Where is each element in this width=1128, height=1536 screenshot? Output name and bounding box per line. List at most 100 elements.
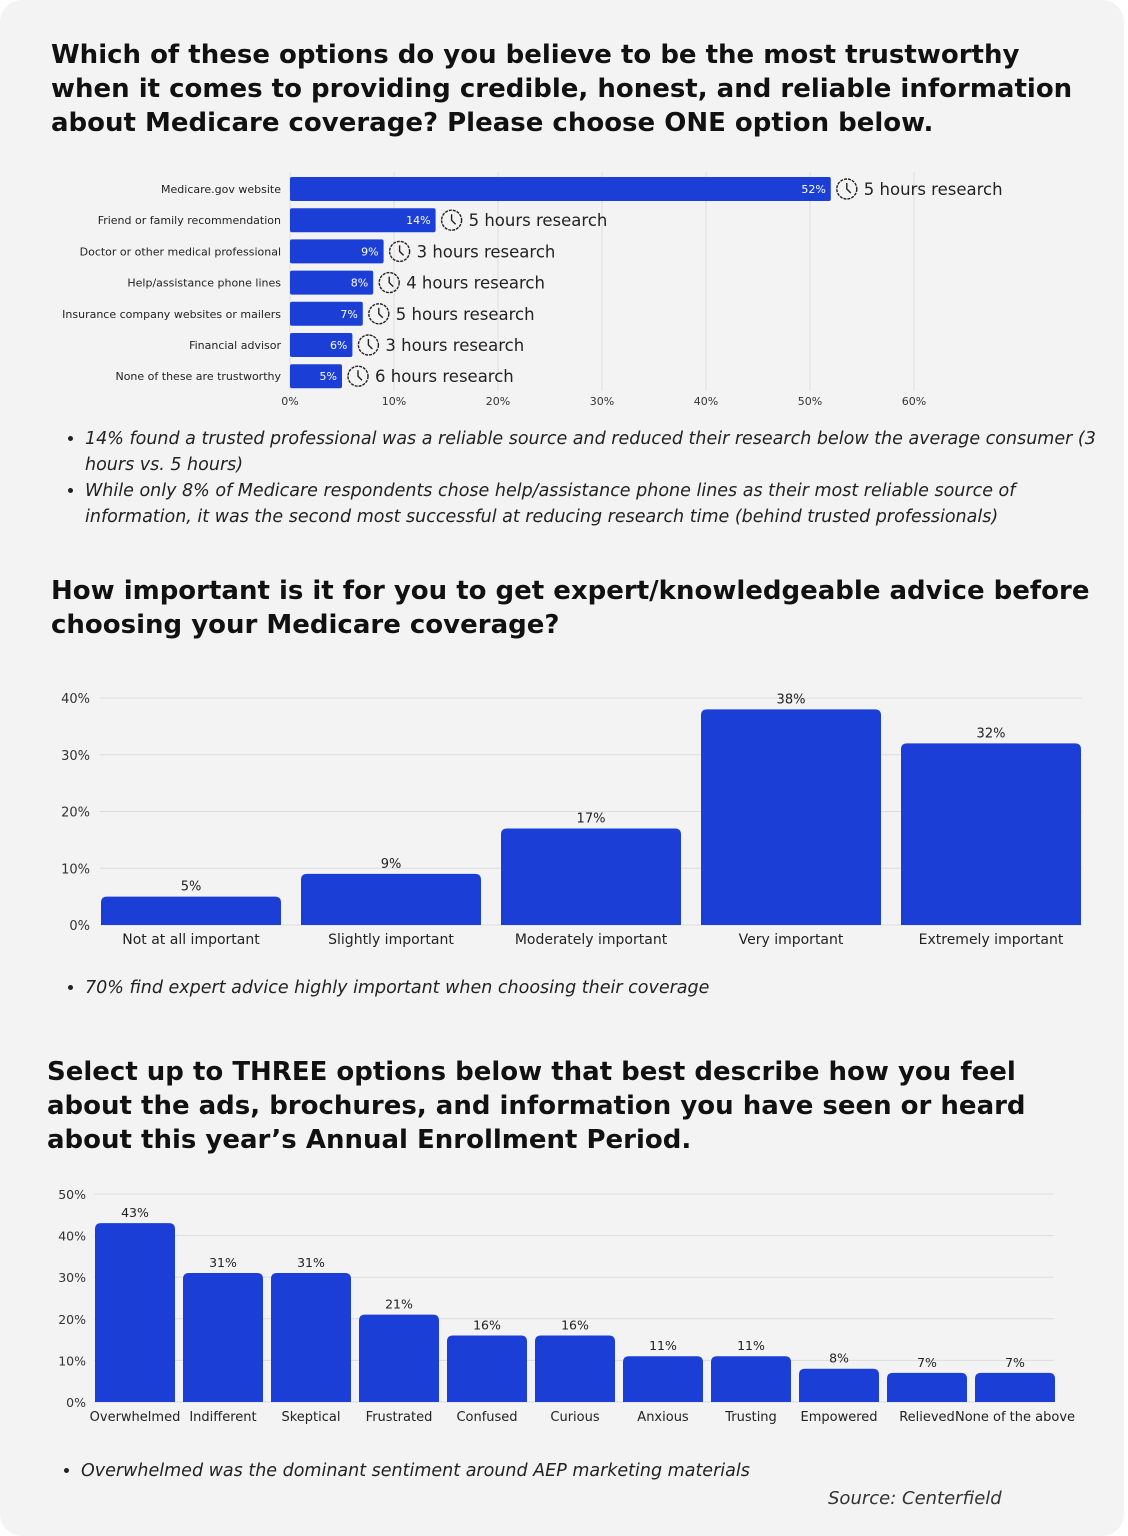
bar [799,1368,879,1402]
y-tick-label: 40% [61,692,90,707]
y-tick-label: 0% [69,919,90,934]
clock-icon [368,303,390,325]
note: While only 8% of Medicare respondents ch… [85,478,1105,530]
y-tick-label: 50% [58,1187,86,1202]
research-time-annotation: 5 hours research [469,211,608,230]
category-label: Skeptical [281,1410,340,1425]
data-label: 31% [209,1255,237,1270]
data-label: 5% [181,880,202,895]
data-label: 16% [473,1317,501,1332]
section-3-title: Select up to THREE options below that be… [47,1057,1026,1155]
clock-icon [357,334,380,356]
category-label: Indifferent [189,1410,256,1425]
x-tick-label: 40% [694,395,718,408]
clock-icon [440,209,463,231]
x-tick-label: 10% [382,395,406,408]
research-time-annotation: 4 hours research [406,274,545,293]
data-label: 6% [330,339,347,352]
data-label: 16% [561,1317,589,1332]
category-label: Very important [739,932,844,948]
y-tick-label: 20% [61,806,90,821]
category-label: Financial advisor [189,339,281,352]
clock-icon [347,365,369,387]
research-time-annotation: 3 hours research [385,336,524,355]
section-1-title: Which of these options do you believe to… [51,40,1073,138]
x-tick-label: 50% [798,395,822,408]
y-tick-label: 10% [61,862,90,877]
section-2-notes: 70% find expert advice highly important … [51,975,1105,1001]
data-label: 9% [381,857,402,872]
data-label: 8% [829,1351,849,1366]
bar [701,709,881,925]
data-label: 31% [297,1255,325,1270]
chart-aep-sentiment: 0% 10% 20% 30% 40% 50% 43% Overwhelmed 31% Indiff… [58,1187,1075,1425]
category-label: Trusting [724,1410,777,1425]
bar [101,896,281,925]
source-credit: Source: Centerfield [828,1488,1002,1509]
category-label: Anxious [637,1410,689,1425]
category-label: Confused [456,1410,517,1425]
bar [183,1273,263,1402]
data-label: 7% [340,308,357,321]
bar [290,364,342,389]
x-tick-label: 60% [902,395,926,408]
x-tick-label: 20% [486,395,510,408]
note: 70% find expert advice highly important … [85,975,1105,1001]
data-label: 38% [777,692,806,707]
data-label: 14% [406,214,430,227]
bar [290,270,374,295]
category-label: Overwhelmed [90,1410,181,1425]
y-tick-label: 40% [58,1229,86,1244]
note: 14% found a trusted professional was a r… [85,426,1105,478]
category-label: Slightly important [328,932,454,948]
data-label: 21% [385,1297,413,1312]
note: Overwhelmed was the dominant sentiment a… [81,1458,1101,1484]
data-label: 52% [801,183,825,196]
y-tick-label: 30% [58,1270,86,1285]
category-label: None of these are trustworthy [115,370,281,383]
clock-icon [378,271,400,294]
category-label: Relieved [899,1410,955,1425]
bar [975,1372,1055,1402]
bar [290,239,384,264]
bar [623,1356,703,1402]
research-time-annotation: 5 hours research [396,305,535,324]
category-label: Medicare.gov website [161,183,281,196]
data-label: 11% [737,1338,765,1353]
data-label: 9% [361,245,378,258]
y-tick-label: 10% [58,1353,86,1368]
data-label: 8% [351,277,368,290]
y-tick-label: 20% [58,1312,86,1327]
bar [271,1273,351,1402]
category-label: Not at all important [122,932,260,948]
bar [535,1335,615,1402]
bar [501,828,681,925]
y-tick-label: 0% [66,1395,86,1410]
bar [95,1223,175,1402]
chart-trustworthy-sources: 0% 10% 20% 30% 40% 50% 60% Medicare.gov website… [62,172,1003,408]
section-1-notes: 14% found a trusted professional was a r… [51,426,1105,530]
data-label: 7% [917,1355,937,1370]
category-label: Empowered [800,1410,877,1425]
category-label: Frustrated [366,1410,433,1425]
category-label: Curious [550,1410,599,1425]
bar [290,333,353,357]
bar [290,301,363,326]
section-3-notes: Overwhelmed was the dominant sentiment a… [47,1458,1101,1484]
category-label: None of the above [955,1410,1075,1425]
data-label: 43% [121,1205,149,1220]
category-label: Moderately important [515,932,668,948]
data-label: 7% [1005,1355,1025,1370]
data-label: 5% [320,370,337,383]
bar [711,1356,791,1402]
clock-icon [388,240,411,263]
x-tick-label: 30% [590,395,614,408]
bar [290,177,831,201]
category-label: Friend or family recommendation [98,214,281,227]
research-time-annotation: 3 hours research [417,242,556,261]
section-2-title: How important is it for you to get exper… [51,576,1090,640]
bar [301,873,481,925]
bar [447,1335,527,1402]
data-label: 32% [977,726,1006,741]
bar [359,1314,439,1402]
